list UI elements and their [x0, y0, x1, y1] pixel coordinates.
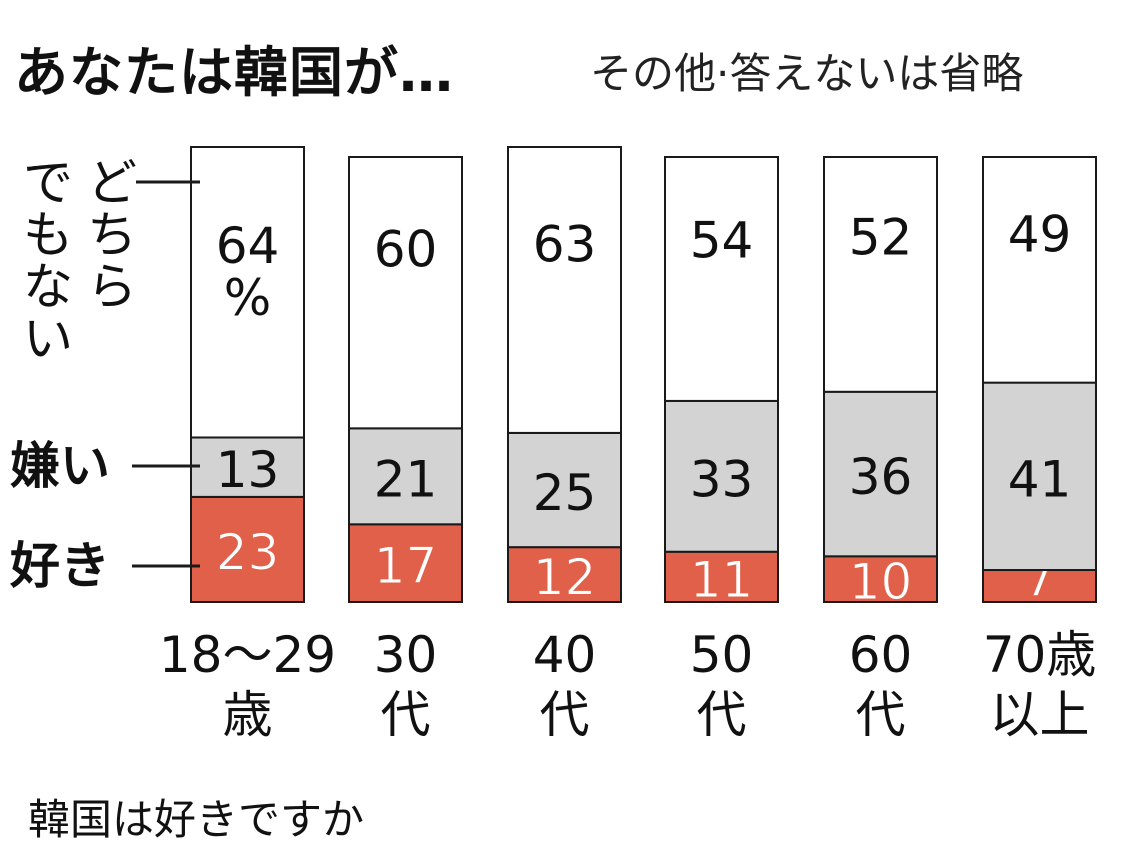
category-label: 歳 — [223, 686, 273, 744]
bar-segment-neither — [664, 156, 779, 402]
value-label: 12 — [533, 549, 597, 607]
legend-label-neither: ど — [87, 154, 137, 212]
chart-title: あなたは韓国が… — [14, 41, 454, 104]
chart-caption: 韓国は好きですか — [28, 795, 365, 844]
bar-segment-neither — [982, 156, 1097, 384]
legend-label-neither: ち — [87, 206, 137, 264]
category-label: 30 — [374, 626, 438, 684]
category-label: 50 — [690, 626, 754, 684]
bar-segment-neither — [823, 156, 938, 393]
legend-label-neither: い — [23, 310, 73, 368]
legend-label-like: 好き — [9, 537, 110, 595]
value-label: 13 — [216, 441, 280, 499]
category-label: 代 — [540, 686, 590, 744]
value-label: 23 — [216, 523, 280, 581]
value-label: 33 — [690, 450, 754, 508]
value-label: 10 — [849, 553, 913, 611]
legend-label-neither: で — [23, 154, 73, 212]
category-label: 18～29 — [159, 626, 336, 684]
legend-label-neither: も — [23, 206, 73, 264]
value-label: 64 — [216, 217, 280, 275]
value-label: 25 — [533, 464, 597, 522]
legend-label-neither: ら — [87, 258, 137, 316]
bar-segment-dislike — [982, 381, 1097, 572]
category-label: 代 — [381, 686, 431, 744]
category-label: 60 — [849, 626, 913, 684]
value-label: 17 — [374, 537, 438, 595]
value-label: 52 — [849, 208, 913, 266]
bar-segment-like — [190, 495, 305, 604]
value-label: 60 — [374, 221, 438, 279]
value-label: 36 — [849, 448, 913, 506]
bar-segment-dislike — [823, 390, 938, 558]
bar-segment-neither — [348, 156, 463, 430]
category-label: 40 — [533, 626, 597, 684]
value-label: 21 — [374, 450, 438, 508]
bar-segment-neither — [507, 146, 622, 434]
category-label: 代 — [856, 686, 906, 744]
bar-segment-like — [823, 555, 938, 603]
bar-segment-dislike — [190, 436, 305, 498]
bar-segment-neither — [190, 146, 305, 439]
value-label: 49 — [1008, 205, 1072, 263]
category-label: 以上 — [990, 686, 1090, 744]
bar-segment-dislike — [507, 431, 622, 549]
value-label: 41 — [1008, 450, 1072, 508]
value-label: 54 — [690, 211, 754, 269]
chart-note: その他·答えないは省略 — [590, 49, 1024, 98]
legend-label-neither: な — [23, 258, 73, 316]
bar-segment-dislike — [664, 399, 779, 553]
bar-segment-dislike — [348, 427, 463, 526]
category-label: 70歳 — [983, 626, 1097, 684]
value-label: 63 — [533, 215, 597, 273]
unit-label: % — [224, 269, 272, 327]
category-label: 代 — [697, 686, 747, 744]
legend-label-dislike: 嫌い — [10, 437, 110, 495]
stacked-bar-chart: 231364%18～29歳17216030代12256340代11335450代… — [9, 146, 1097, 744]
value-label: 11 — [690, 551, 754, 609]
bar-segment-like — [348, 523, 463, 603]
